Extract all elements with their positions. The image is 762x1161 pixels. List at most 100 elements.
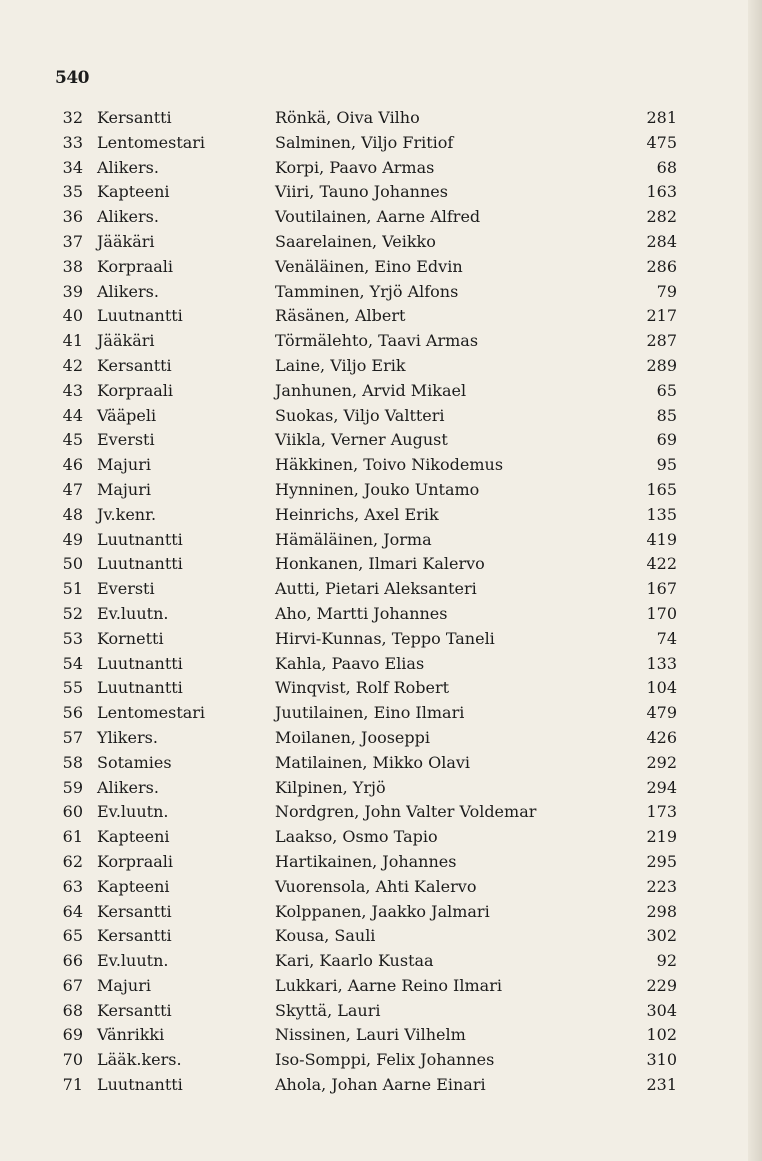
person-name: Vuorensola, Ahti Kalervo [275,876,477,896]
rank: Majuri [97,479,151,499]
page-reference: 74 [656,628,677,648]
person-name: Törmälehto, Taavi Armas [275,331,479,351]
entry-number: 34 [62,157,83,177]
rank: Kapteeni [97,827,170,847]
rank: Vääpeli [97,405,157,425]
entry-number: 48 [62,504,83,524]
page-reference: 217 [646,306,677,326]
person-name: Suokas, Viljo Valtteri [275,405,445,425]
rank: Kersantti [97,901,172,921]
list-item: 51 Eversti Autti, Pietari Aleksanteri 167 [0,577,762,602]
page-reference: 284 [646,231,677,251]
list-item: 48 Jv.kenr. Heinrichs, Axel Erik 135 [0,503,762,528]
rank: Ev.luutn. [97,802,169,822]
rank: Eversti [97,430,155,450]
page-reference: 304 [646,1000,677,1020]
list-item: 61 Kapteeni Laakso, Osmo Tapio 219 [0,825,762,850]
person-name: Venäläinen, Eino Edvin [275,256,463,276]
entry-number: 59 [62,777,83,797]
rank: Sotamies [97,752,172,772]
rank: Luutnantti [97,653,183,673]
rank: Lentomestari [97,132,206,152]
person-name: Häkkinen, Toivo Nikodemus [275,455,504,475]
rank: Kersantti [97,1000,172,1020]
rank: Kersantti [97,355,172,375]
entry-number: 39 [62,281,83,301]
person-name: Tamminen, Yrjö Alfons [275,281,459,301]
list-item: 44 Vääpeli Suokas, Viljo Valtteri 85 [0,404,762,429]
list-item: 58 Sotamies Matilainen, Mikko Olavi 292 [0,751,762,776]
person-name: Ahola, Johan Aarne Einari [275,1075,486,1095]
rank: Luutnantti [97,529,183,549]
list-item: 40 Luutnantti Räsänen, Albert 217 [0,304,762,329]
list-item: 39 Alikers. Tamminen, Yrjö Alfons 79 [0,280,762,305]
person-name: Honkanen, Ilmari Kalervo [275,554,485,574]
list-item: 53 Kornetti Hirvi-Kunnas, Teppo Taneli 74 [0,627,762,652]
page-reference: 294 [646,777,677,797]
page-reference: 104 [646,678,677,698]
rank: Luutnantti [97,554,183,574]
page-reference: 167 [646,579,677,599]
entry-number: 45 [62,430,83,450]
person-name: Hynninen, Jouko Untamo [275,479,480,499]
entry-number: 40 [62,306,83,326]
list-item: 67 Majuri Lukkari, Aarne Reino Ilmari 229 [0,974,762,999]
person-name: Kolppanen, Jaakko Jalmari [275,901,490,921]
page-reference: 286 [646,256,677,276]
entry-number: 36 [62,207,83,227]
list-item: 45 Eversti Viikla, Verner August 69 [0,428,762,453]
list-item: 49 Luutnantti Hämäläinen, Jorma 419 [0,528,762,553]
roster-list: 32 Kersantti Rönkä, Oiva Vilho 281 33 Lentome… [0,106,762,1098]
entry-number: 68 [62,1000,83,1020]
list-item: 35 Kapteeni Viiri, Tauno Johannes 163 [0,180,762,205]
person-name: Hartikainen, Johannes [275,851,457,871]
rank: Ev.luutn. [97,951,169,971]
page-edge [748,0,762,1161]
page-reference: 426 [646,727,677,747]
list-item: 33 Lentomestari Salminen, Viljo Fritiof 475 [0,131,762,156]
list-item: 47 Majuri Hynninen, Jouko Untamo 165 [0,478,762,503]
rank: Majuri [97,975,151,995]
person-name: Laine, Viljo Erik [275,355,406,375]
entry-number: 60 [62,802,83,822]
page-reference: 135 [646,504,677,524]
rank: Korpraali [97,256,174,276]
page-reference: 223 [646,876,677,896]
list-item: 71 Luutnantti Ahola, Johan Aarne Einari 231 [0,1073,762,1098]
rank: Korpraali [97,851,174,871]
entry-number: 53 [62,628,83,648]
entry-number: 63 [62,876,83,896]
person-name: Hirvi-Kunnas, Teppo Taneli [275,628,495,648]
rank: Luutnantti [97,678,183,698]
person-name: Kari, Kaarlo Kustaa [275,951,434,971]
person-name: Moilanen, Jooseppi [275,727,430,747]
entry-number: 66 [62,951,83,971]
page-reference: 295 [646,851,677,871]
page-reference: 65 [656,380,677,400]
list-item: 60 Ev.luutn. Nordgren, John Valter Voldema… [0,800,762,825]
page-reference: 102 [646,1025,677,1045]
entry-number: 57 [62,727,83,747]
entry-number: 47 [62,479,83,499]
person-name: Iso-Somppi, Felix Johannes [275,1050,495,1070]
rank: Kersantti [97,108,172,127]
page-reference: 289 [646,355,677,375]
list-item: 38 Korpraali Venäläinen, Eino Edvin 286 [0,255,762,280]
page-reference: 95 [656,455,677,475]
rank: Alikers. [97,777,159,797]
list-item: 65 Kersantti Kousa, Sauli 302 [0,924,762,949]
page-reference: 79 [656,281,677,301]
rank: Kornetti [97,628,164,648]
person-name: Matilainen, Mikko Olavi [275,752,471,772]
list-item: 52 Ev.luutn. Aho, Martti Johannes 170 [0,602,762,627]
page-reference: 231 [646,1075,677,1095]
list-item: 63 Kapteeni Vuorensola, Ahti Kalervo 223 [0,875,762,900]
rank: Majuri [97,455,151,475]
page-reference: 85 [656,405,677,425]
page-reference: 165 [646,479,677,499]
rank: Vänrikki [97,1025,165,1045]
person-name: Saarelainen, Veikko [275,231,436,251]
rank: Eversti [97,579,155,599]
person-name: Winqvist, Rolf Robert [275,678,450,698]
page-reference: 170 [646,603,677,623]
